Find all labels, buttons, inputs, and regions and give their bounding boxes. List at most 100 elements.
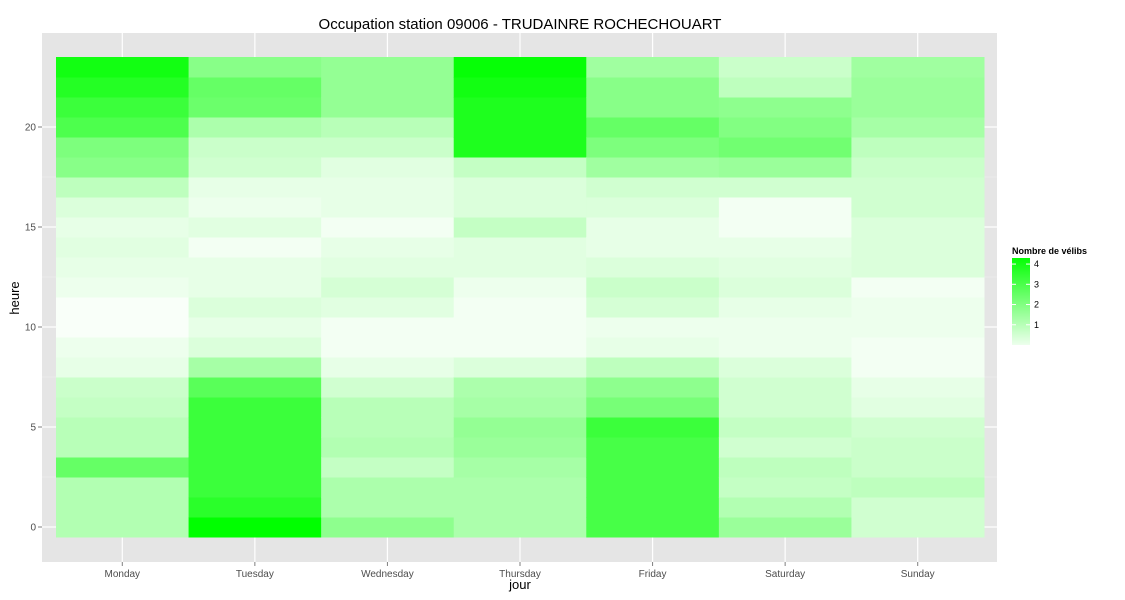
heatmap-cell	[188, 457, 322, 478]
heatmap-cell	[56, 497, 190, 518]
heatmap-cell	[453, 457, 587, 478]
heatmap-cell	[453, 357, 587, 378]
y-axis-title: heure	[7, 281, 22, 314]
heatmap-cell	[321, 317, 455, 338]
heatmap-cell	[188, 197, 322, 218]
heatmap-cell	[188, 357, 322, 378]
heatmap-cell	[188, 517, 322, 538]
y-tick-label: 20	[25, 123, 37, 134]
heatmap-cell	[56, 377, 190, 398]
heatmap-cell	[718, 357, 852, 378]
heatmap-cell	[56, 197, 190, 218]
heatmap-cell	[586, 77, 720, 98]
heatmap-cell	[56, 317, 190, 338]
heatmap-cell	[321, 137, 455, 158]
heatmap-cell	[453, 97, 587, 118]
heatmap-cell	[321, 177, 455, 198]
heatmap-cell	[188, 277, 322, 298]
heatmap-cell	[851, 177, 985, 198]
heatmap-cell	[56, 337, 190, 358]
heatmap-cell	[321, 257, 455, 278]
x-tick-label: Tuesday	[236, 569, 274, 580]
heatmap-cell	[321, 217, 455, 238]
heatmap-cell	[188, 377, 322, 398]
y-tick-label: 15	[25, 223, 37, 234]
heatmap-cell	[56, 177, 190, 198]
heatmap-cell	[453, 297, 587, 318]
heatmap-cell	[321, 277, 455, 298]
heatmap-cell	[188, 97, 322, 118]
heatmap-cell	[586, 117, 720, 138]
heatmap-cell	[851, 237, 985, 258]
legend-tick-label: 2	[1034, 300, 1039, 310]
heatmap-cell	[56, 457, 190, 478]
heatmap-cell	[453, 217, 587, 238]
heatmap-cell	[188, 257, 322, 278]
heatmap-cell	[718, 77, 852, 98]
heatmap-cell	[56, 417, 190, 438]
heatmap-cell	[56, 157, 190, 178]
heatmap-cell	[56, 477, 190, 498]
heatmap-cell	[586, 57, 720, 78]
heatmap-cell	[586, 197, 720, 218]
heatmap-cell	[188, 397, 322, 418]
heatmap-cell	[586, 437, 720, 458]
heatmap-cell	[321, 477, 455, 498]
heatmap-cell	[586, 137, 720, 158]
heatmap-cell	[586, 477, 720, 498]
y-axis: 0 5 10 15 20	[25, 123, 42, 534]
heatmap-cell	[188, 237, 322, 258]
heatmap-cell	[321, 457, 455, 478]
heatmap-cell	[851, 397, 985, 418]
heatmap-cell	[56, 217, 190, 238]
y-tick-label: 10	[25, 323, 37, 334]
heatmap-cell	[188, 497, 322, 518]
heatmap-cell	[188, 437, 322, 458]
heatmap-cell	[718, 317, 852, 338]
heatmap-cell	[56, 517, 190, 538]
heatmap-cell	[586, 377, 720, 398]
heatmap-cell	[188, 297, 322, 318]
heatmap-cell	[851, 277, 985, 298]
heatmap-cell	[188, 157, 322, 178]
heatmap-cell	[586, 157, 720, 178]
x-tick-label: Wednesday	[361, 569, 414, 580]
x-tick-label: Thursday	[499, 569, 541, 580]
heatmap-cell	[851, 217, 985, 238]
heatmap-cell	[453, 157, 587, 178]
heatmap-cell	[718, 97, 852, 118]
heatmap-cell	[851, 77, 985, 98]
heatmap-cell	[586, 97, 720, 118]
heatmap-cell	[188, 477, 322, 498]
heatmap-cell	[56, 357, 190, 378]
heatmap-cell	[453, 237, 587, 258]
heatmap-cell	[56, 97, 190, 118]
heatmap-cell	[453, 397, 587, 418]
heatmap-cell	[718, 477, 852, 498]
heatmap-cell	[453, 117, 587, 138]
heatmap-cell	[56, 237, 190, 258]
heatmap-cell	[851, 357, 985, 378]
heatmap-cell	[453, 137, 587, 158]
heatmap-cell	[56, 77, 190, 98]
heatmap-cell	[851, 457, 985, 478]
heatmap-cell	[718, 177, 852, 198]
heatmap-cell	[718, 417, 852, 438]
heatmap-cell	[321, 497, 455, 518]
heatmap-cell	[188, 57, 322, 78]
heatmap-cell	[586, 417, 720, 438]
heatmap-cell	[851, 97, 985, 118]
heatmap-cell	[851, 117, 985, 138]
x-tick-label: Sunday	[901, 569, 935, 580]
heatmap-cell	[718, 397, 852, 418]
x-tick-label: Saturday	[765, 569, 805, 580]
heatmap-cell	[718, 377, 852, 398]
heatmap-cell	[321, 157, 455, 178]
heatmap-cell	[453, 277, 587, 298]
heatmap-cell	[586, 177, 720, 198]
heatmap-cell	[188, 417, 322, 438]
heatmap-cell	[321, 517, 455, 538]
heatmap-cell	[718, 277, 852, 298]
heatmap-cell	[56, 277, 190, 298]
